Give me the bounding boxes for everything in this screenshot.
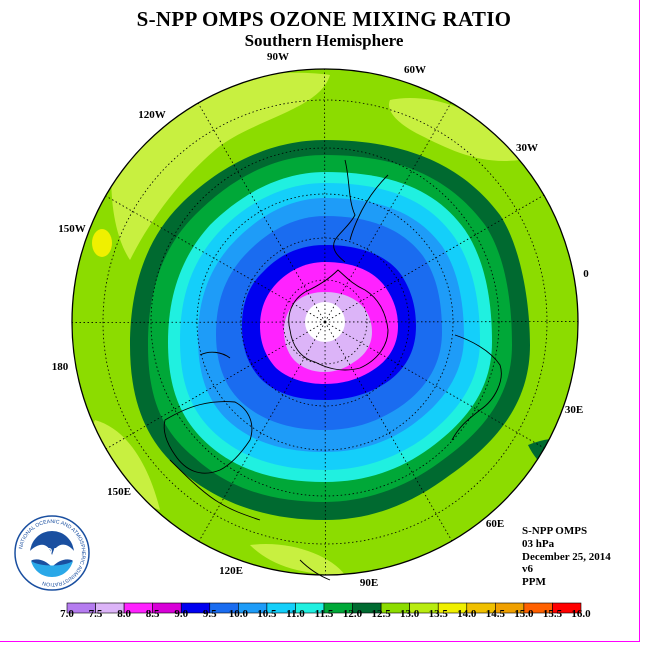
latitude-circle	[150, 147, 500, 497]
info-version: v6	[522, 563, 533, 576]
colorbar-tick-label: 15.0	[514, 608, 534, 620]
lon-label-120w: 120W	[138, 109, 166, 121]
lon-label-60w: 60W	[404, 64, 426, 76]
lon-label-150e: 150E	[107, 486, 131, 498]
indonesia-coast	[169, 459, 261, 521]
lon-label-60e: 60E	[485, 518, 505, 530]
lon-label-120e: 120E	[219, 565, 243, 577]
info-instrument: S-NPP OMPS	[522, 525, 588, 537]
colorbar-tick-label: 11.5	[314, 608, 334, 620]
colorbar-tick-label: 10.5	[257, 608, 277, 620]
map-boundary	[71, 68, 579, 576]
colorbar	[66, 602, 582, 614]
logo-water	[31, 561, 73, 577]
frame-border-bottom	[0, 641, 640, 642]
latitude-circle	[240, 237, 410, 407]
colorbar-tick-label: 13.0	[400, 608, 420, 620]
colorbar-tick-label: 7.0	[60, 608, 74, 620]
colorbar-segment	[552, 602, 582, 614]
ozone-band-13-0-region	[389, 98, 520, 161]
ozone-band-13-5-spot	[92, 229, 112, 257]
new-zealand-coast	[199, 351, 231, 359]
graticule	[102, 99, 548, 545]
ozone-band-13-0-region	[250, 544, 345, 575]
colorbar-tick-label: 15.5	[542, 608, 563, 620]
noaa-logo: NATIONAL OCEANIC AND ATMOSPHERIC ADMINIS…	[14, 515, 90, 591]
map-title: S-NPP OMPS OZONE MIXING RATIO	[136, 7, 512, 31]
info-date: December 25, 2014	[522, 550, 611, 563]
asia-coast	[299, 559, 331, 581]
colorbar-tick-label: 11.0	[286, 608, 305, 620]
colorbar-tick-label: 13.5	[428, 608, 448, 620]
info-units: PPM	[522, 576, 546, 589]
south-america-coast-east	[349, 174, 389, 241]
colorbar-tick-label: 16.0	[571, 608, 591, 620]
ozone-band-13-0-region	[85, 420, 160, 510]
colorbar-tick-label: 9.0	[174, 608, 189, 620]
lon-label-30e: 30E	[564, 404, 584, 416]
latitude-circle	[196, 193, 454, 451]
colorbar-tick-label: 7.5	[88, 608, 103, 620]
seagull-icon	[30, 544, 74, 567]
colorbar-tick-label: 8.5	[145, 608, 160, 620]
map-subtitle: Southern Hemisphere	[244, 31, 404, 50]
info-panel: S-NPP OMPS 03 hPa December 25, 2014 v6 P…	[522, 525, 611, 589]
colorbar-tick-label: 9.5	[202, 608, 217, 620]
colorbar-tick-label: 12.0	[342, 608, 363, 620]
lon-label-150w: 150W	[58, 223, 86, 235]
africa-coast	[451, 334, 502, 441]
logo-inner-disk	[30, 531, 74, 575]
australia-coast	[163, 401, 253, 474]
colorbar-tick-label: 14.5	[485, 608, 505, 620]
latitude-circle	[102, 99, 548, 545]
lon-label-90w: 90W	[267, 51, 289, 63]
latitude-circle	[282, 279, 368, 365]
info-level: 03 hPa	[522, 537, 555, 550]
south-america-coast	[333, 159, 356, 263]
colorbar-tick-label: 14.0	[457, 608, 477, 620]
lon-label-30w: 30W	[516, 142, 538, 154]
logo-noaa-text: NOAA	[40, 547, 64, 556]
lon-label-90e: 90E	[359, 577, 379, 589]
lon-label-0: 0	[583, 268, 589, 280]
colorbar-tick-label: 8.0	[117, 608, 131, 620]
colorbar-tick-label: 12.5	[371, 608, 391, 620]
colorbar-tick-label: 10.0	[228, 608, 248, 620]
frame-border-right	[639, 0, 640, 642]
lon-label-180: 180	[51, 361, 69, 373]
